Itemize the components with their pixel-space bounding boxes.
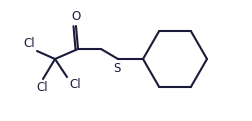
Text: Cl: Cl xyxy=(69,78,81,91)
Text: S: S xyxy=(113,62,121,75)
Text: Cl: Cl xyxy=(23,37,35,50)
Text: O: O xyxy=(71,10,81,23)
Text: Cl: Cl xyxy=(36,81,48,94)
